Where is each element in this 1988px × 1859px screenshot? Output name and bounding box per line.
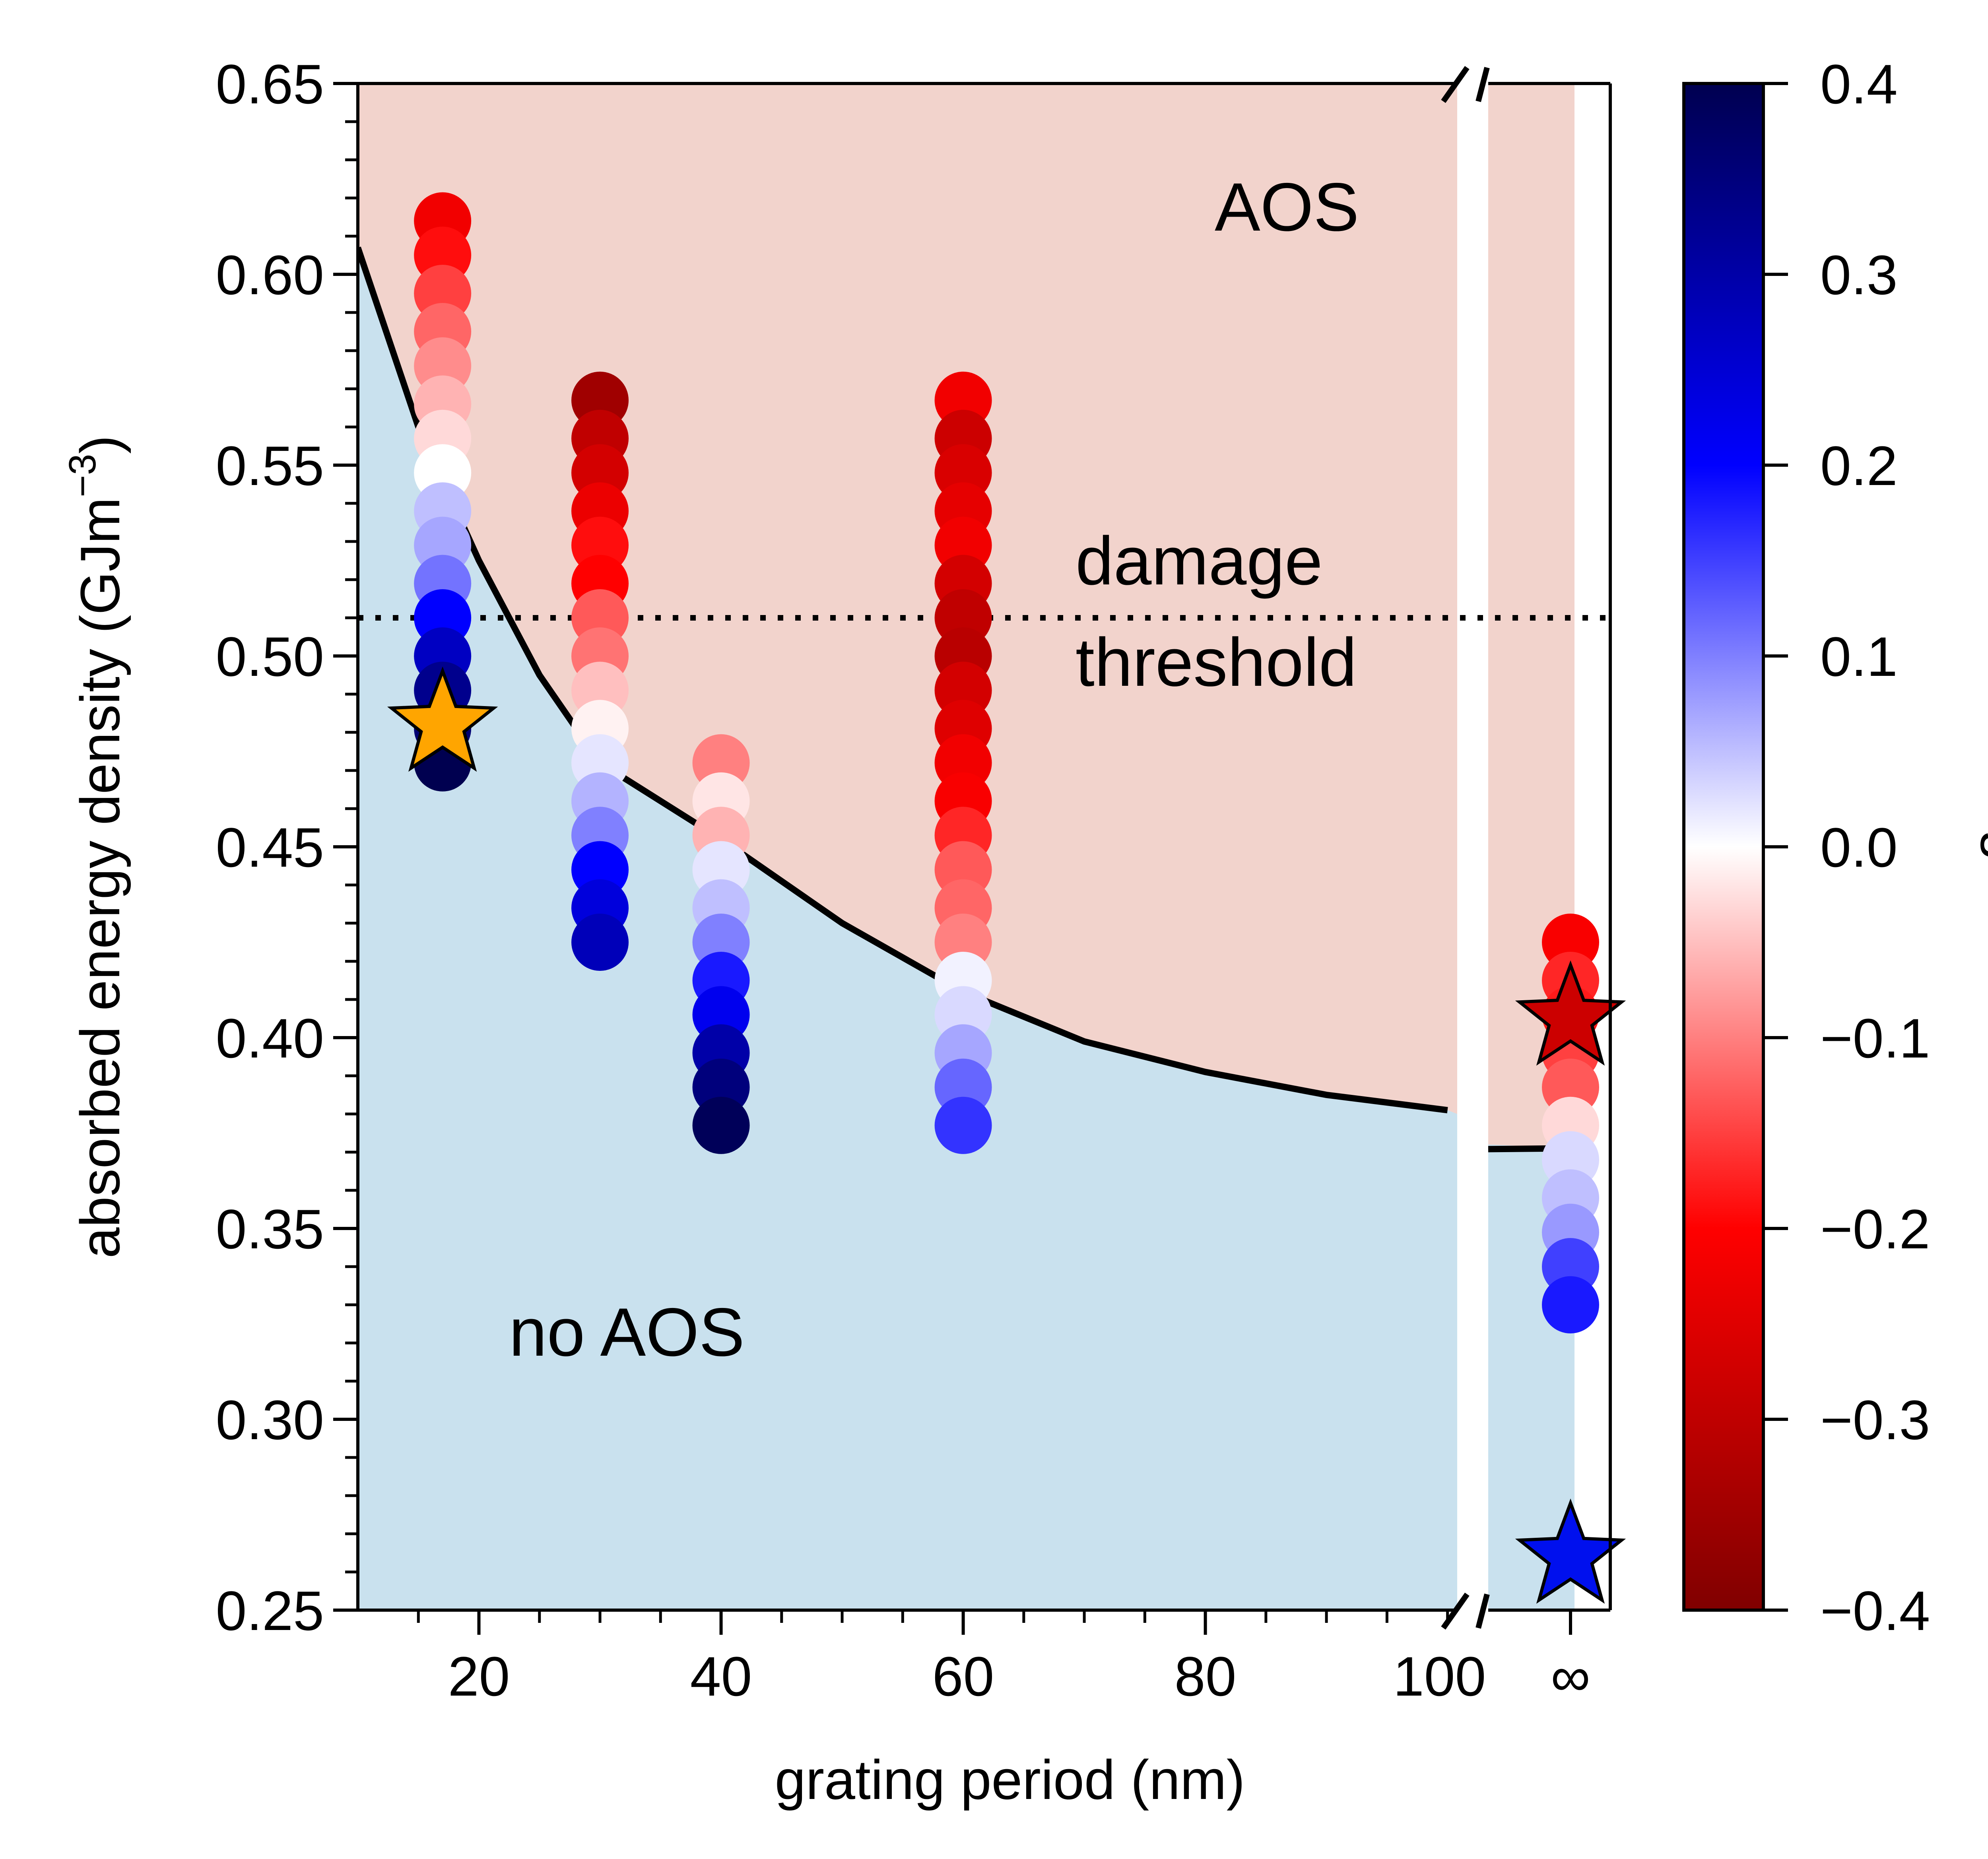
data-point (1542, 1276, 1599, 1333)
colorbar-tick-label: −0.3 (1820, 1389, 1930, 1451)
y-tick-label: 0.25 (216, 1580, 324, 1642)
region-layer (358, 83, 1610, 1610)
x-axis-ticks: 20 40 60 80 100 ∞ (417, 1610, 1590, 1708)
no-aos-region (358, 247, 1610, 1610)
colorbar-ticks: 0.4 0.3 0.2 0.1 0.0 −0.1 −0.2 −0.3 −0.4 (1763, 53, 1930, 1642)
colorbar-tick-label: −0.1 (1820, 1007, 1930, 1069)
colorbar-tick-label: 0.0 (1820, 816, 1898, 879)
x-tick-label: 20 (448, 1645, 510, 1708)
x-tick-label: 40 (690, 1645, 752, 1708)
colorbar-tick-label: −0.4 (1820, 1580, 1930, 1642)
x-axis-label: grating period (nm) (775, 1748, 1245, 1811)
y-tick-label: 0.65 (216, 53, 324, 115)
y-tick-label: 0.60 (216, 244, 324, 306)
y-axis-label-close: ) (69, 435, 131, 454)
y-tick-label: 0.55 (216, 435, 324, 497)
y-tick-label: 0.40 (216, 1007, 324, 1069)
x-tick-label-infinity: ∞ (1551, 1645, 1590, 1708)
y-axis-label-main: absorbed energy density (GJm (69, 497, 131, 1258)
x-tick-label: 60 (932, 1645, 994, 1708)
infinity-right-gap (1574, 83, 1610, 1610)
no-aos-label: no AOS (509, 1294, 745, 1370)
colorbar-label: norm. magnetization (1980, 595, 1988, 1099)
colorbar-tick-label: 0.3 (1820, 244, 1898, 306)
star-marker (387, 666, 498, 772)
threshold-label: threshold (1076, 624, 1357, 701)
y-tick-label: 0.50 (216, 625, 324, 688)
x-tick-label: 100 (1393, 1645, 1486, 1708)
colorbar-gradient (1682, 82, 1765, 1612)
damage-label: damage (1076, 523, 1323, 599)
y-axis-label: absorbed energy density (GJm−3) (61, 435, 131, 1258)
data-point (571, 914, 629, 971)
y-tick-label: 0.35 (216, 1198, 324, 1260)
y-tick-label: 0.45 (216, 816, 324, 879)
data-point (692, 1096, 750, 1154)
axis-break-gap (1457, 83, 1488, 1610)
y-axis-label-superscript: −3 (61, 454, 104, 497)
x-tick-label: 80 (1175, 1645, 1237, 1708)
y-tick-label: 0.30 (216, 1389, 324, 1451)
colorbar-tick-label: −0.2 (1820, 1198, 1930, 1260)
aos-label: AOS (1215, 169, 1359, 245)
colorbar-tick-label: 0.4 (1820, 53, 1898, 115)
y-axis-ticks: 0.25 0.30 0.35 0.40 0.45 0.50 0.55 0.60 0.65 (216, 53, 358, 1642)
colorbar-tick-label: 0.1 (1820, 625, 1898, 688)
colorbar-tick-label: 0.2 (1820, 435, 1898, 497)
colorbar: 0.4 0.3 0.2 0.1 0.0 −0.1 −0.2 −0.3 −0.4 norm. ma… (1682, 53, 1988, 1642)
data-point (934, 1096, 992, 1154)
